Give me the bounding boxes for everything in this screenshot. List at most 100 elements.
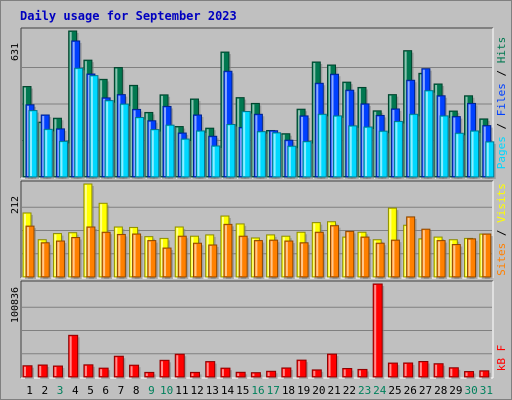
bar-highlight: [252, 373, 255, 376]
bar-body: [159, 359, 170, 378]
bar-body: [436, 240, 446, 278]
bar-highlight: [343, 83, 346, 176]
bar-sites-15: [238, 235, 250, 279]
x-tick-label-1: 1: [26, 384, 33, 397]
bar-highlight: [45, 130, 48, 176]
bar-body: [119, 103, 129, 178]
bar-kb-f-7: [113, 355, 126, 379]
x-tick-label-3: 3: [57, 384, 64, 397]
bar-highlight: [42, 115, 45, 176]
bar-body: [86, 226, 96, 278]
bar-highlight: [75, 69, 78, 176]
bar-kb-f-19: [296, 359, 309, 379]
bar-sites-23: [360, 236, 371, 279]
x-tick-label-19: 19: [297, 384, 310, 397]
bar-pages-11: [180, 138, 192, 179]
bar-highlight: [182, 140, 185, 176]
bar-body: [43, 128, 53, 178]
bar-body: [180, 138, 190, 178]
bar-body: [357, 368, 368, 378]
bar-kb-f-12: [189, 371, 202, 379]
x-tick-label-7: 7: [118, 384, 125, 397]
bar-sites-21: [330, 225, 341, 279]
bar-highlight: [209, 137, 212, 176]
bar-highlight: [328, 66, 331, 176]
bar-pages-3: [58, 140, 70, 179]
bar-body: [418, 361, 429, 378]
bar-body: [192, 242, 202, 278]
bar-highlight: [221, 217, 224, 276]
bar-body: [132, 233, 142, 278]
bar-sites-29: [451, 244, 463, 279]
bar-highlight: [328, 355, 331, 376]
panel-3-background: [21, 281, 493, 378]
bar-body: [375, 242, 385, 278]
bar-body: [393, 120, 403, 178]
bar-highlight: [145, 113, 148, 176]
bar-highlight: [270, 241, 273, 276]
bar-body: [55, 240, 65, 278]
bar-body: [451, 244, 461, 278]
x-tick-label-24: 24: [373, 384, 387, 397]
bar-body: [272, 132, 282, 178]
x-tick-label-26: 26: [404, 384, 417, 397]
bar-highlight: [465, 96, 468, 176]
bar-body: [25, 225, 35, 278]
bar-highlight: [298, 233, 301, 276]
panel-2-legend: Sites / Visits: [495, 183, 508, 276]
bar-highlight: [39, 366, 42, 376]
bar-highlight: [24, 366, 26, 376]
bar-highlight: [456, 134, 459, 176]
bar-body: [266, 370, 277, 378]
bar-body: [345, 230, 355, 278]
bar-highlight: [221, 53, 224, 176]
bar-body: [220, 367, 231, 378]
bar-kb-f-3: [52, 365, 65, 379]
bar-highlight: [206, 129, 209, 176]
bar-body: [241, 111, 251, 178]
bar-kb-f-15: [235, 371, 248, 379]
bar-pages-24: [378, 130, 390, 179]
bar-highlight: [313, 223, 316, 276]
bar-pages-28: [439, 115, 451, 179]
bar-body: [71, 237, 81, 278]
bar-body: [162, 247, 172, 278]
bar-body: [135, 117, 145, 178]
bar-highlight: [410, 115, 413, 176]
bar-highlight: [468, 239, 471, 276]
bar-highlight: [298, 361, 301, 376]
bar-highlight: [240, 128, 243, 176]
bar-highlight: [483, 126, 486, 176]
bar-sites-9: [147, 240, 158, 279]
bar-highlight: [24, 87, 26, 176]
bar-highlight: [57, 129, 60, 176]
bar-body: [287, 145, 297, 178]
bar-highlight: [422, 69, 425, 176]
bar-pages-20: [317, 113, 329, 179]
x-tick-label-2: 2: [42, 384, 49, 397]
bar-highlight: [419, 239, 422, 276]
bar-kb-f-2: [37, 364, 50, 379]
x-tick-label-6: 6: [102, 384, 109, 397]
bar-kb-f-13: [205, 361, 217, 379]
bar-highlight: [191, 373, 194, 376]
bar-kb-f-23: [357, 368, 369, 379]
bar-highlight: [331, 75, 334, 176]
bar-body: [22, 365, 33, 378]
bar-pages-16: [256, 131, 268, 179]
bar-pages-23: [363, 126, 374, 179]
bar-highlight: [483, 235, 486, 276]
bar-highlight: [148, 241, 151, 276]
bar-body: [482, 233, 492, 278]
bar-highlight: [103, 233, 106, 276]
bar-sites-12: [192, 242, 204, 279]
bar-body: [195, 130, 205, 178]
legend-pages: Pages: [495, 136, 508, 169]
x-tick-label-16: 16: [251, 384, 264, 397]
x-tick-label-30: 30: [465, 384, 478, 397]
chart-title: Daily usage for September 2023: [20, 9, 237, 23]
bar-pages-31: [485, 141, 496, 179]
bar-highlight: [72, 238, 75, 276]
bar-body: [454, 132, 464, 178]
